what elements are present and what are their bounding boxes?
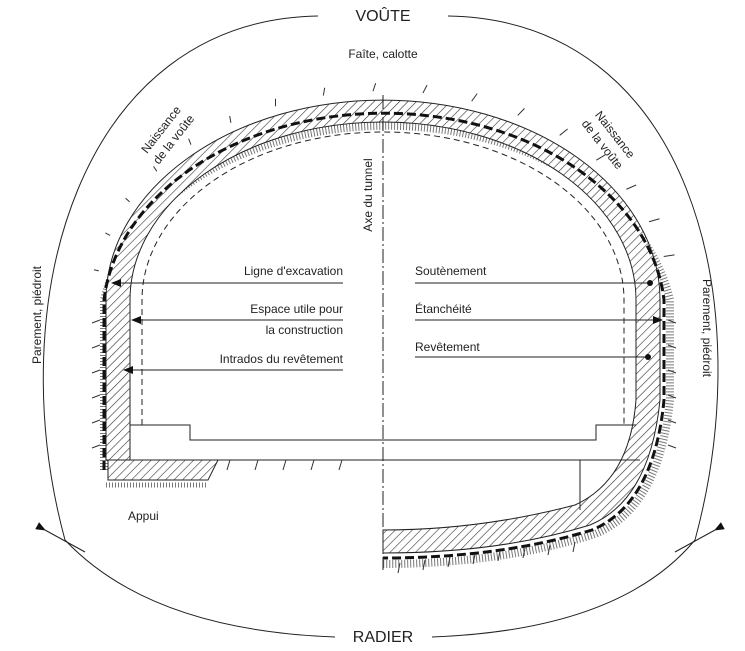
rock-tick [626, 184, 637, 190]
label: Soutènement [415, 264, 487, 278]
rock-tick [93, 269, 99, 272]
rock-tick [572, 541, 576, 553]
rock-tick [422, 84, 428, 94]
rock-tick [91, 344, 101, 349]
label: Revêtement [415, 340, 480, 354]
divider [35, 522, 86, 553]
rock-ticks [91, 82, 677, 574]
rock-tick [125, 197, 130, 203]
rock-tick [667, 319, 677, 324]
rock-tick [91, 419, 101, 424]
rock-tick [663, 254, 675, 258]
rock-tick [91, 444, 101, 449]
rock-tick [517, 108, 525, 116]
leader-dot [647, 280, 653, 286]
divider [674, 522, 725, 553]
rock-tick [471, 93, 478, 102]
rock-tick [188, 138, 192, 145]
rock-tick [282, 459, 287, 471]
rock-tick [648, 218, 660, 223]
footing-label: Appui [128, 509, 159, 523]
rock-tick [226, 459, 231, 471]
rock-tick [254, 459, 259, 471]
rock-tick [559, 128, 568, 136]
invert-arc [431, 539, 696, 638]
label: Étanchéité [415, 301, 472, 316]
axis-label: Axe du tunnel [361, 158, 375, 231]
sidewall-label: Parement, piédroit [700, 279, 714, 378]
footing-block [107, 459, 219, 481]
rock-tick [547, 544, 551, 556]
label: Ligne d'excavation [244, 264, 343, 278]
rock-tick [472, 553, 476, 565]
rock-tick [596, 154, 606, 161]
rock-tick [667, 394, 677, 399]
rock-tick [338, 459, 343, 471]
leader-dot [645, 354, 651, 360]
label: Intrados du revêtement [220, 352, 344, 366]
label: la construction [266, 323, 343, 337]
excavation-line [102, 111, 666, 560]
rock-tick [667, 369, 677, 374]
label: Espace utile pour [250, 302, 343, 316]
rock-tick [422, 559, 426, 571]
rock-tick [229, 115, 232, 123]
rock-tick [497, 550, 501, 562]
sidewall-label: Parement, piédroit [30, 265, 44, 364]
rock-tick [667, 444, 677, 449]
rock-tick [667, 419, 677, 424]
crown-label: Faîte, calotte [348, 47, 418, 61]
vault-label: VOÛTE [355, 6, 410, 25]
rock-tick [372, 82, 377, 92]
rock-tick [667, 344, 677, 349]
floor [130, 424, 636, 441]
vault-arc [42, 15, 319, 541]
invert-label: RADIER [353, 629, 413, 646]
rock-tick [310, 459, 315, 471]
invert-arc [64, 539, 336, 638]
rock-tick [91, 319, 101, 324]
rock-tick [447, 556, 451, 568]
rock-tick [153, 166, 158, 172]
rock-tick [322, 87, 326, 96]
rock-tick [91, 394, 101, 399]
rock-tick [91, 369, 101, 374]
rock-tick [397, 562, 401, 574]
clearance-line [141, 131, 625, 425]
rock-tick [522, 547, 526, 559]
rock-tick [105, 232, 111, 236]
vault-arc [447, 15, 719, 541]
